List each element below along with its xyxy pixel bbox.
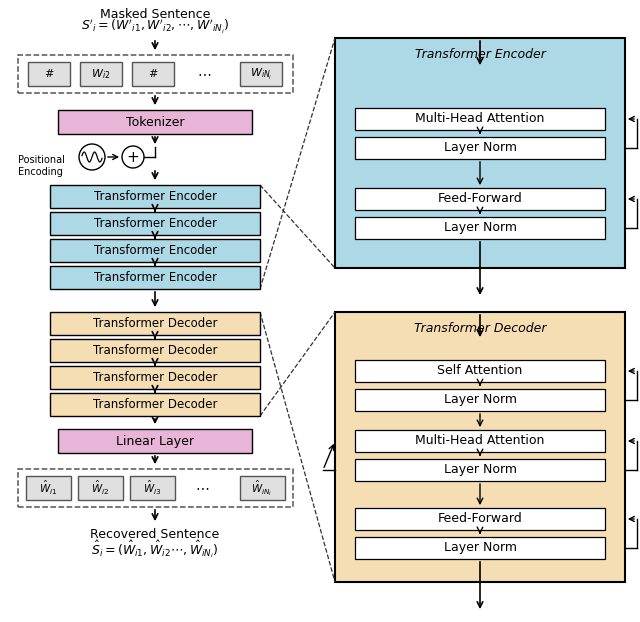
Text: Positional
Encoding: Positional Encoding	[18, 155, 65, 177]
Text: Multi-Head Attention: Multi-Head Attention	[415, 435, 545, 447]
Text: Transformer Decoder: Transformer Decoder	[93, 317, 217, 330]
Bar	[28, 62, 70, 86]
Text: Multi-Head Attention: Multi-Head Attention	[415, 113, 545, 126]
Bar	[50, 239, 260, 262]
Bar	[50, 339, 260, 362]
Text: $W_{iN_i}$: $W_{iN_i}$	[250, 67, 272, 81]
Bar	[355, 360, 605, 382]
Text: Self Attention: Self Attention	[437, 364, 523, 378]
Bar	[335, 312, 625, 582]
Text: Layer Norm: Layer Norm	[444, 463, 516, 476]
Bar	[355, 217, 605, 239]
Text: Transformer Encoder: Transformer Encoder	[93, 190, 216, 203]
Text: Transformer Decoder: Transformer Decoder	[413, 322, 547, 335]
Text: Linear Layer: Linear Layer	[116, 435, 194, 447]
Bar	[50, 185, 260, 208]
Text: $\hat{W}_{i3}$: $\hat{W}_{i3}$	[143, 479, 161, 497]
Text: Tokenizer: Tokenizer	[125, 116, 184, 129]
Text: Feed-Forward: Feed-Forward	[438, 513, 522, 526]
Bar	[355, 459, 605, 481]
Bar	[50, 393, 260, 416]
Bar	[240, 476, 285, 500]
Text: Recovered Sentence: Recovered Sentence	[90, 527, 220, 541]
Text: Transformer Encoder: Transformer Encoder	[93, 271, 216, 284]
Bar	[50, 212, 260, 235]
Bar	[355, 188, 605, 210]
Bar	[355, 137, 605, 159]
Text: Transformer Encoder: Transformer Encoder	[93, 217, 216, 230]
Bar	[130, 476, 175, 500]
Text: $W_{i2}$: $W_{i2}$	[92, 67, 111, 81]
Text: Transformer Encoder: Transformer Encoder	[415, 47, 545, 60]
Text: $S'_i = (W'_{i1}, W'_{i2}, \cdots, W'_{iN_i})$: $S'_i = (W'_{i1}, W'_{i2}, \cdots, W'_{i…	[81, 18, 229, 36]
Bar	[355, 537, 605, 559]
Bar	[26, 476, 71, 500]
Bar	[80, 62, 122, 86]
Text: Layer Norm: Layer Norm	[444, 542, 516, 554]
Circle shape	[79, 144, 105, 170]
Circle shape	[122, 146, 144, 168]
Text: Transformer Decoder: Transformer Decoder	[93, 371, 217, 384]
Text: Layer Norm: Layer Norm	[444, 394, 516, 407]
Bar	[58, 429, 252, 453]
Text: Layer Norm: Layer Norm	[444, 141, 516, 154]
Text: $\hat{W}_{iN_i}$: $\hat{W}_{iN_i}$	[252, 478, 273, 498]
Bar	[50, 312, 260, 335]
Bar	[78, 476, 123, 500]
Text: $\cdots$: $\cdots$	[197, 66, 211, 80]
Text: #: #	[44, 69, 54, 79]
Bar	[58, 110, 252, 134]
Text: #: #	[148, 69, 157, 79]
Text: $\hat{S}_i = (\hat{W}_{i1}, \hat{W}_{i2}\cdots, \hat{W}_{iN_i})$: $\hat{S}_i = (\hat{W}_{i1}, \hat{W}_{i2}…	[91, 538, 219, 560]
Bar	[355, 108, 605, 130]
Text: Layer Norm: Layer Norm	[444, 221, 516, 234]
Text: +: +	[127, 149, 140, 164]
Bar	[355, 430, 605, 452]
Bar	[355, 508, 605, 530]
Text: Feed-Forward: Feed-Forward	[438, 192, 522, 205]
Text: Transformer Decoder: Transformer Decoder	[93, 344, 217, 357]
Text: Transformer Encoder: Transformer Encoder	[93, 244, 216, 257]
Text: Transformer Decoder: Transformer Decoder	[93, 398, 217, 411]
Text: $\cdots$: $\cdots$	[195, 480, 209, 494]
Bar	[240, 62, 282, 86]
Bar	[18, 469, 293, 507]
Bar	[355, 389, 605, 411]
Bar	[50, 266, 260, 289]
Text: Masked Sentence: Masked Sentence	[100, 7, 210, 21]
Text: $\hat{W}_{i1}$: $\hat{W}_{i1}$	[39, 479, 57, 497]
Bar	[50, 366, 260, 389]
Bar	[132, 62, 174, 86]
Bar	[18, 55, 293, 93]
Bar	[335, 38, 625, 268]
Text: $\hat{W}_{i2}$: $\hat{W}_{i2}$	[91, 479, 109, 497]
